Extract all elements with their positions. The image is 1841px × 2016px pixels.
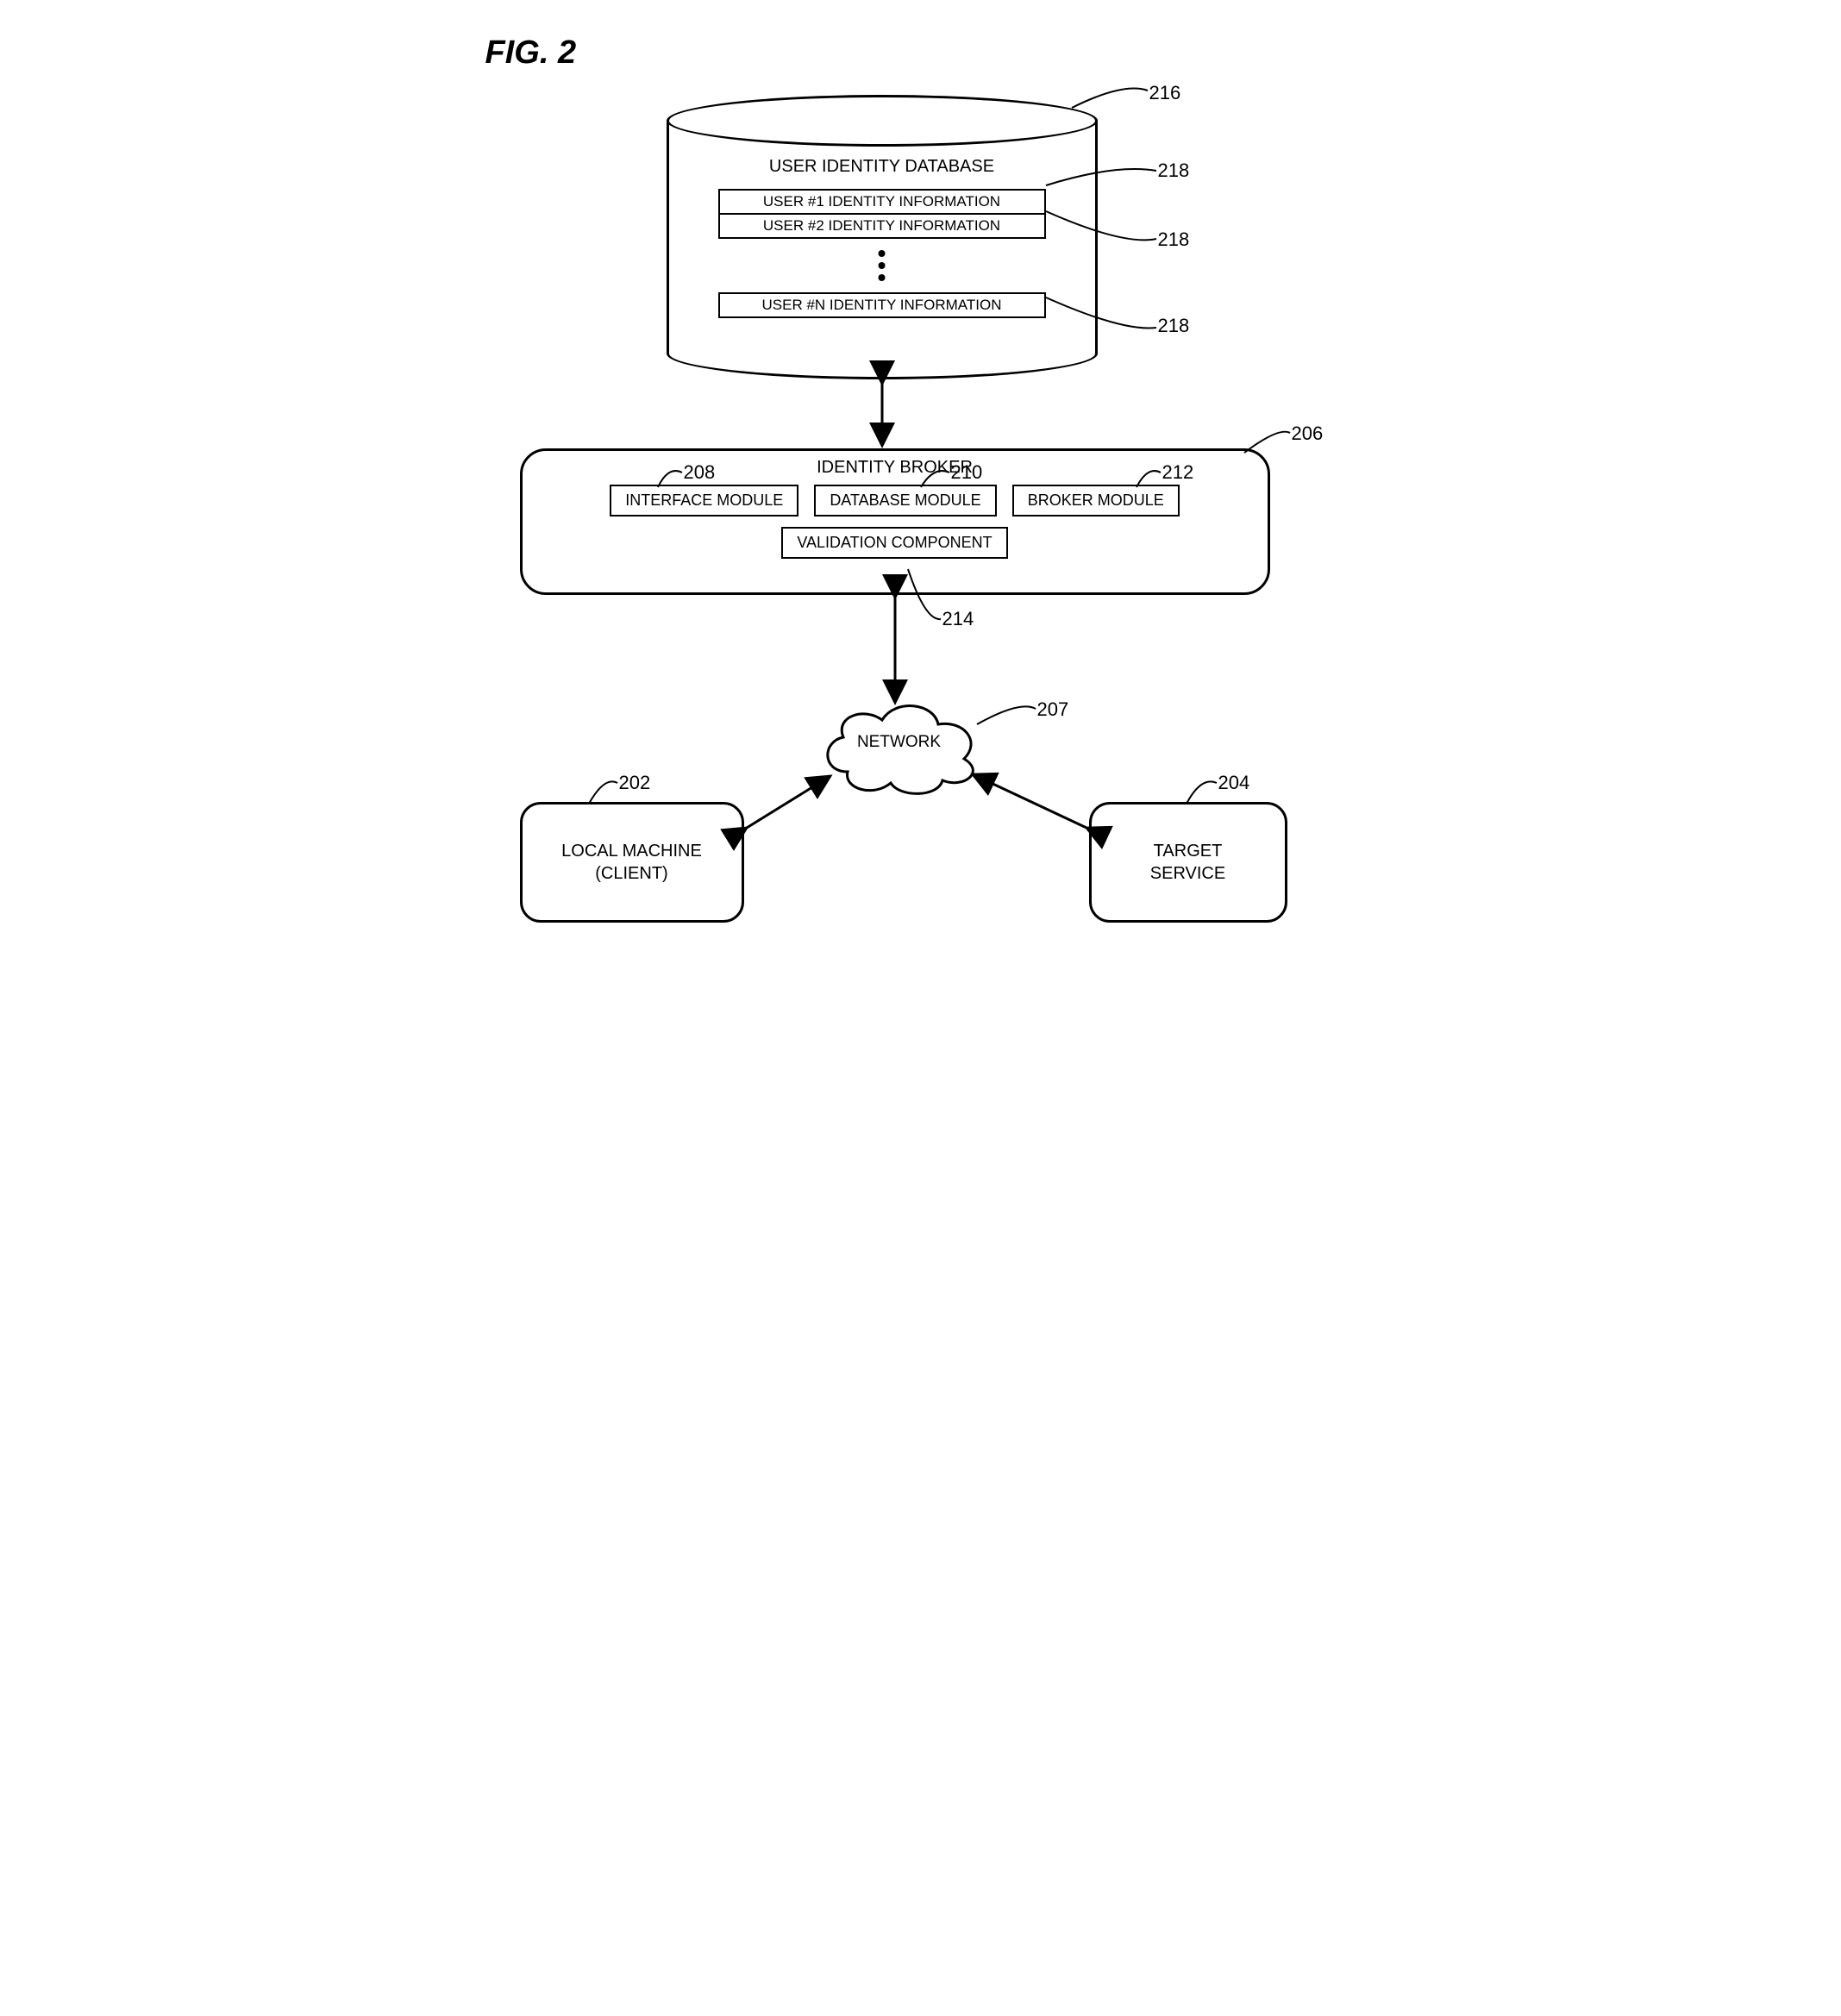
db-ellipsis-icon: ••• [667, 247, 1098, 284]
ref-207: 207 [1037, 698, 1069, 721]
ref-218-a: 218 [1158, 160, 1190, 182]
database-cylinder: USER IDENTITY DATABASE USER #1 IDENTITY … [667, 95, 1098, 379]
db-row-2: USER #2 IDENTITY INFORMATION [718, 213, 1046, 239]
ref-214: 214 [942, 608, 974, 630]
ref-208: 208 [684, 461, 716, 484]
db-content: USER IDENTITY DATABASE USER #1 IDENTITY … [667, 147, 1098, 318]
database-title: USER IDENTITY DATABASE [667, 157, 1098, 177]
ref-212: 212 [1162, 461, 1194, 484]
local-machine-box: LOCAL MACHINE (CLIENT) [520, 802, 744, 923]
ref-218-b: 218 [1158, 229, 1190, 251]
target-service-label-1: TARGET [1092, 840, 1285, 862]
database-module-box: DATABASE MODULE [814, 485, 996, 517]
ref-206: 206 [1292, 423, 1324, 445]
validation-component-box: VALIDATION COMPONENT [781, 527, 1007, 559]
local-machine-label-1: LOCAL MACHINE [523, 840, 742, 862]
ref-202: 202 [619, 772, 651, 794]
identity-broker-container: IDENTITY BROKER INTERFACE MODULE DATABAS… [520, 448, 1270, 595]
ref-204: 204 [1218, 772, 1250, 794]
ref-218-c: 218 [1158, 315, 1190, 337]
db-row-1: USER #1 IDENTITY INFORMATION [718, 189, 1046, 215]
ref-216: 216 [1149, 82, 1181, 104]
broker-validation-row: VALIDATION COMPONENT [523, 527, 1268, 559]
local-machine-label-2: (CLIENT) [523, 862, 742, 885]
db-top [667, 95, 1098, 147]
broker-module-box: BROKER MODULE [1012, 485, 1180, 517]
interface-module-box: INTERFACE MODULE [610, 485, 798, 517]
ref-210: 210 [951, 461, 983, 484]
target-service-box: TARGET SERVICE [1089, 802, 1287, 923]
target-service-label-2: SERVICE [1092, 862, 1285, 885]
network-label: NETWORK [813, 733, 986, 752]
figure-title: FIG. 2 [485, 34, 577, 72]
network-cloud: NETWORK [813, 690, 986, 802]
db-bottom [667, 328, 1098, 379]
db-row-n: USER #N IDENTITY INFORMATION [718, 292, 1046, 318]
broker-modules-row: INTERFACE MODULE DATABASE MODULE BROKER … [523, 485, 1268, 517]
broker-title: IDENTITY BROKER [523, 458, 1268, 478]
diagram-canvas: FIG. 2 USER IDENTITY DATABASE USER #1 ID… [468, 34, 1374, 1026]
